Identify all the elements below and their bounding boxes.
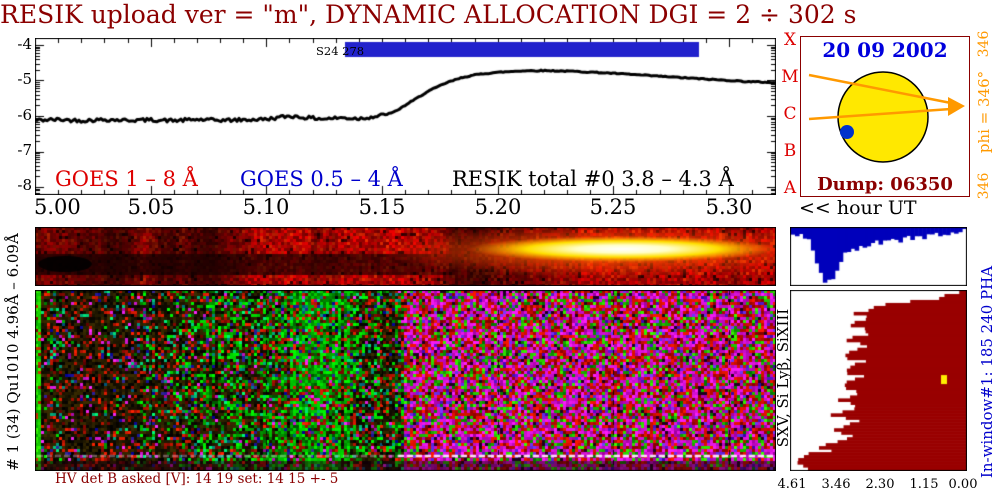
sun-disk-graphic bbox=[808, 71, 965, 163]
dump-number: Dump: 06350 bbox=[817, 174, 953, 195]
x-tick-label: 5.20 bbox=[474, 195, 522, 219]
goes-class-b: B bbox=[783, 141, 797, 161]
goes-class-m: M bbox=[781, 67, 799, 87]
spectral-lines-label: SXV, Si Lyβ, SiXIII bbox=[774, 308, 792, 448]
x-tick-label: 5.00 bbox=[34, 195, 81, 219]
x-tick-label: 5.05 bbox=[127, 195, 175, 219]
goes-class-x: X bbox=[783, 30, 797, 50]
spectrogram-main bbox=[35, 290, 776, 471]
hist-axis-tick: 0.00 bbox=[948, 477, 978, 492]
scan-line-lower bbox=[808, 107, 952, 121]
hv-detector-status: HV det B asked [V]: 14 19 set: 14 15 +- … bbox=[55, 471, 339, 487]
hist-axis-tick: 3.46 bbox=[821, 477, 851, 492]
x-tick-label: 5.10 bbox=[242, 195, 290, 219]
y-tick-label: -6 bbox=[17, 106, 32, 124]
observation-date: 20 09 2002 bbox=[822, 38, 948, 62]
pha-histogram-main bbox=[790, 290, 967, 471]
scan-direction-arrow-icon bbox=[948, 97, 965, 116]
flare-position-dot bbox=[840, 125, 854, 139]
spectrogram-axis-label: # 1 (34) Qu1010 4.96Å – 6.09Å bbox=[4, 233, 22, 471]
legend-goes-05-4: GOES 0.5 – 4 Å bbox=[240, 167, 403, 191]
goes-class-a: A bbox=[783, 178, 797, 198]
y-tick-label: -7 bbox=[17, 141, 32, 159]
legend-goes-1-8: GOES 1 – 8 Å bbox=[55, 167, 198, 191]
hour-axis-label: << hour UT bbox=[799, 197, 917, 219]
x-tick-label: 5.15 bbox=[358, 195, 406, 219]
legend-resik-total: RESIK total #0 3.8 – 4.3 Å bbox=[452, 167, 734, 191]
spectrogram-upper bbox=[35, 227, 776, 286]
goes-class-c: C bbox=[783, 104, 797, 124]
y-tick-label: -8 bbox=[17, 176, 32, 194]
hist-axis-tick: 2.30 bbox=[865, 477, 895, 492]
goes-lightcurve-plot bbox=[35, 38, 776, 195]
inwindow-pha-label: In-window#1: 185 240 PHA bbox=[978, 265, 996, 479]
page-title: RESIK upload ver = "m", DYNAMIC ALLOCATI… bbox=[0, 0, 857, 29]
x-tick-label: 5.30 bbox=[705, 195, 753, 219]
flare-id-label: S24 278 bbox=[316, 44, 365, 58]
y-tick-label: -4 bbox=[17, 35, 32, 53]
hist-axis-tick: 4.61 bbox=[777, 477, 807, 492]
phi-corner-top: 346 bbox=[976, 30, 992, 58]
scan-line-upper bbox=[808, 73, 952, 105]
pha-histogram-upper bbox=[790, 227, 967, 286]
phi-corner-bottom: 346 bbox=[976, 172, 992, 200]
phi-angle-label: phi = 346° bbox=[975, 70, 993, 154]
hist-axis-tick: 1.15 bbox=[909, 477, 939, 492]
y-tick-label: -5 bbox=[17, 70, 32, 88]
x-tick-label: 5.25 bbox=[589, 195, 637, 219]
sun-panel: 20 09 2002 Dump: 06350 bbox=[800, 36, 970, 197]
